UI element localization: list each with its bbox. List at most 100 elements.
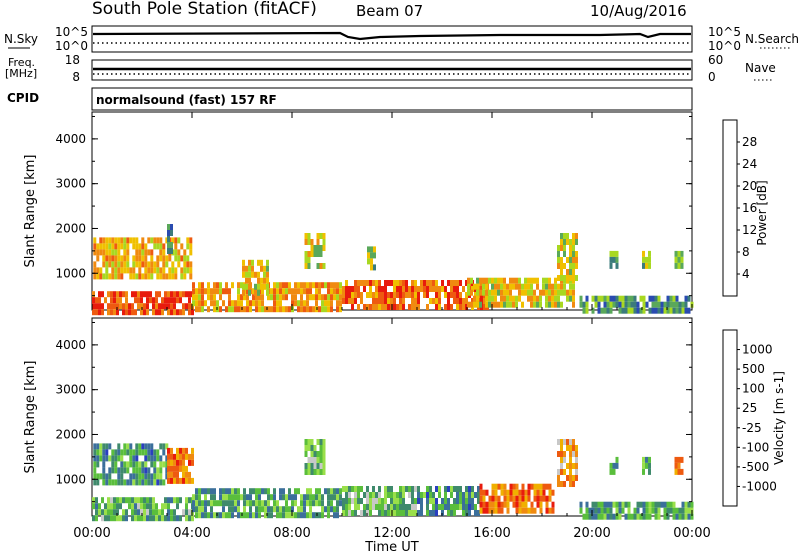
power-cell <box>402 304 405 310</box>
velocity-cell <box>147 479 151 486</box>
velocity-cell <box>597 513 601 520</box>
power-cell <box>399 280 402 286</box>
power-cell <box>159 255 163 262</box>
power-cell <box>174 237 178 244</box>
velocity-cell <box>506 507 510 514</box>
velocity-cell <box>348 492 351 498</box>
velocity-cell <box>120 455 124 462</box>
power-cell <box>462 298 465 304</box>
power-cell <box>219 282 222 289</box>
velocity-cell <box>110 497 113 504</box>
velocity-cell <box>536 495 540 502</box>
velocity-cell <box>459 492 462 498</box>
velocity-cell <box>321 500 324 507</box>
power-cell <box>123 267 127 274</box>
power-cell <box>524 283 527 290</box>
power-cell <box>297 300 300 307</box>
power-cell <box>125 297 128 304</box>
velocity-cell <box>191 453 194 460</box>
velocity-cell <box>426 498 429 504</box>
power-cell <box>621 307 625 314</box>
power-cell <box>276 282 279 289</box>
velocity-cell <box>117 467 121 474</box>
velocity-cell <box>246 512 249 519</box>
power-cell <box>240 294 243 301</box>
power-cell <box>141 255 145 262</box>
power-cell <box>500 295 503 302</box>
velocity-cell <box>104 503 107 510</box>
power-cell <box>116 291 119 298</box>
power-cell <box>201 306 204 313</box>
velocity-cell <box>393 504 396 510</box>
velocity-cell <box>159 455 163 462</box>
velocity-cell <box>408 504 411 510</box>
power-cell <box>108 255 112 262</box>
velocity-cell <box>138 461 142 468</box>
velocity-cell <box>234 506 237 513</box>
velocity-cell <box>663 501 667 508</box>
power-cell <box>171 237 175 244</box>
velocity-cell <box>137 515 140 522</box>
velocity-cell <box>155 509 158 516</box>
power-cell <box>257 289 260 296</box>
velocity-cell <box>309 494 312 501</box>
power-cell <box>569 245 572 251</box>
power-cell <box>322 245 326 251</box>
power-cell <box>135 255 139 262</box>
power-cell <box>180 243 184 250</box>
power-cell <box>557 245 560 251</box>
power-cell <box>503 277 506 284</box>
power-cell <box>521 301 524 308</box>
velocity-cell <box>557 469 560 475</box>
power-cell <box>373 264 376 271</box>
velocity-cell <box>113 503 116 510</box>
velocity-cell <box>170 497 173 504</box>
power-cell <box>306 282 309 289</box>
power-cell <box>572 257 575 263</box>
power-cell <box>258 300 261 307</box>
time-axis: 00:00 04:00 08:00 12:00 16:00 20:00 00:00 <box>73 112 711 541</box>
velocity-cell <box>195 488 198 495</box>
velocity-cell <box>304 463 308 469</box>
power-cell <box>494 277 497 284</box>
velocity-cell <box>222 488 225 495</box>
velocity-cell <box>462 492 465 498</box>
power-cell <box>548 301 551 308</box>
velocity-cell <box>170 515 173 522</box>
power-cell <box>684 307 688 314</box>
power-cell <box>336 288 339 295</box>
velocity-cell <box>316 463 320 469</box>
velocity-cell <box>447 510 450 516</box>
power-cell <box>242 271 245 278</box>
power-cell <box>345 298 348 304</box>
velocity-cell <box>572 475 575 481</box>
power-cell <box>240 282 243 289</box>
velocity-cell <box>381 510 384 516</box>
power-cell <box>372 280 375 286</box>
power-cell <box>363 280 366 286</box>
power-cell <box>378 298 381 304</box>
power-cell <box>117 267 121 274</box>
power-cell <box>330 294 333 301</box>
power-cell <box>114 273 118 280</box>
nsearch-tick-low: 10^0 <box>708 39 741 53</box>
power-cell <box>257 277 260 284</box>
power-cell <box>566 257 569 263</box>
power-cell <box>462 286 465 292</box>
power-cell <box>606 307 610 314</box>
velocity-cell <box>560 445 563 451</box>
power-cell <box>666 301 670 308</box>
velocity-cell <box>96 455 100 462</box>
power-cell <box>569 251 572 257</box>
velocity-cell <box>603 513 607 520</box>
velocity-cell <box>188 515 191 522</box>
velocity-cell <box>372 486 375 492</box>
power-cell <box>375 280 378 286</box>
velocity-cell <box>153 473 157 480</box>
velocity-cell <box>512 483 516 490</box>
power-cell <box>615 250 619 257</box>
power-cell <box>438 286 441 292</box>
velocity-colorbar-label: Velocity [m s-1] <box>772 371 786 465</box>
power-cell <box>176 297 179 304</box>
power-cell <box>465 280 468 286</box>
